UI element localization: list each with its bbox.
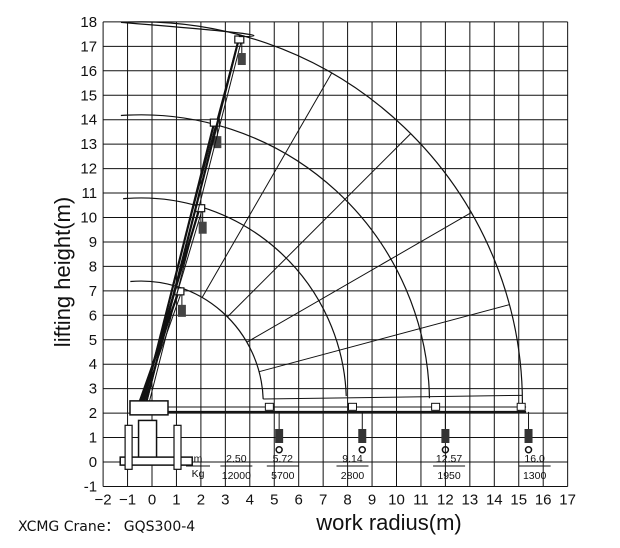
x-tick-label: 14 [486,491,503,508]
range-arc [130,280,264,400]
hook [524,446,533,454]
capacity-load: 1950 [437,470,461,482]
crane-body [119,21,527,470]
capacity-load: 5700 [271,470,295,482]
crane-model-caption: XCMG Crane： GQS300-4 [18,519,195,535]
angle-ray [258,304,510,373]
x-tick-label: 8 [343,491,351,508]
hook-block [275,428,284,443]
x-tick-label: 2 [197,491,205,508]
y-tick-label: 11 [82,185,98,202]
x-tick-label: 0 [148,491,156,508]
hook-block [441,428,450,443]
angle-ray [201,72,333,298]
hook-block [177,304,186,317]
capacity-table: m Kg 2.50 12000 5.72 5700 9.14 2800 12.57 1950 1… [186,453,551,482]
x-axis-tick-labels: −2 −1 0 1 2 3 4 5 6 7 8 9 10 11 12 13 14 15 16 17 [95,491,576,508]
capacity-load: 12000 [222,470,251,482]
boom-joint [431,402,441,411]
turret [129,400,169,416]
x-tick-label: 10 [388,491,405,508]
x-tick-label: 17 [559,491,576,508]
outrigger-leg [124,424,133,470]
hook-blocks [275,411,533,454]
angle-ray [227,133,412,318]
chart-grid [102,21,569,487]
y-tick-label: 9 [89,234,97,251]
hook [275,446,283,454]
x-tick-label: 16 [535,491,552,508]
boom-section-edge [147,38,243,409]
x-tick-label: 3 [221,491,229,508]
y-tick-label: 1 [89,430,97,447]
hook-block [213,136,222,149]
y-tick-label: 3 [89,381,97,398]
y-tick-label: 13 [80,136,97,153]
y-tick-label: -1 [84,478,97,495]
x-tick-label: 6 [295,491,303,508]
boom-section [143,38,240,409]
x-tick-label: 9 [368,491,376,508]
hook-block [524,428,533,443]
hook [358,446,367,454]
x-tick-label: 7 [319,491,327,508]
x-tick-label: −2 [95,491,112,508]
angle-ray [246,212,472,343]
y-tick-label: 7 [89,283,97,300]
x-tick-label: 4 [246,491,254,508]
y-tick-label: 17 [80,38,97,55]
unit-load-label: Kg [192,468,205,480]
x-tick-label: 13 [462,491,479,508]
outer-arc-cap [120,21,255,38]
capacity-radius: 12.57 [436,453,462,465]
hook-block [198,221,207,234]
y-tick-label: 18 [80,14,97,31]
outrigger-leg [173,424,182,470]
capacity-radius: 5.72 [273,453,294,465]
y-tick-label: 10 [80,210,97,227]
x-tick-label: 11 [413,491,429,508]
x-tick-label: 1 [172,491,180,508]
y-tick-label: 8 [89,258,97,275]
x-axis-title: work radius(m) [315,510,461,535]
boom-tip [209,118,220,127]
capacity-load: 1300 [523,470,547,482]
crane-column [137,419,158,462]
y-tick-label: 5 [89,332,97,349]
x-tick-label: 12 [437,491,454,508]
unit-radius-label: m [194,453,203,465]
crane-base-plate [119,456,193,466]
boom-section [141,121,216,409]
y-axis-title: lifting height(m) [50,197,75,347]
x-tick-label: 15 [510,491,527,508]
hook-block [237,53,246,66]
y-tick-label: 14 [80,112,97,129]
hook-block [358,428,367,443]
capacity-load: 2800 [341,470,365,482]
y-tick-label: 12 [80,161,97,178]
capacity-radius: 16.0 [524,453,545,465]
boom-joint [347,402,357,411]
y-tick-label: 2 [89,405,97,422]
y-tick-label: 4 [89,356,97,373]
capacity-radius: 2.50 [226,453,247,465]
hook [441,446,450,454]
range-arc [120,114,431,399]
y-tick-label: 0 [89,454,97,471]
angle-ray [263,394,523,400]
x-tick-label: 5 [270,491,278,508]
y-tick-label: 6 [89,307,97,324]
boom-joint [516,402,526,411]
range-arc [123,197,347,397]
y-tick-label: 16 [80,63,97,80]
working-range-arcs [120,21,524,404]
capacity-radius: 9.14 [342,453,363,465]
range-arc [121,21,524,404]
x-tick-label: −1 [119,491,136,508]
boom-joint [264,402,274,411]
y-tick-label: 15 [80,87,97,104]
